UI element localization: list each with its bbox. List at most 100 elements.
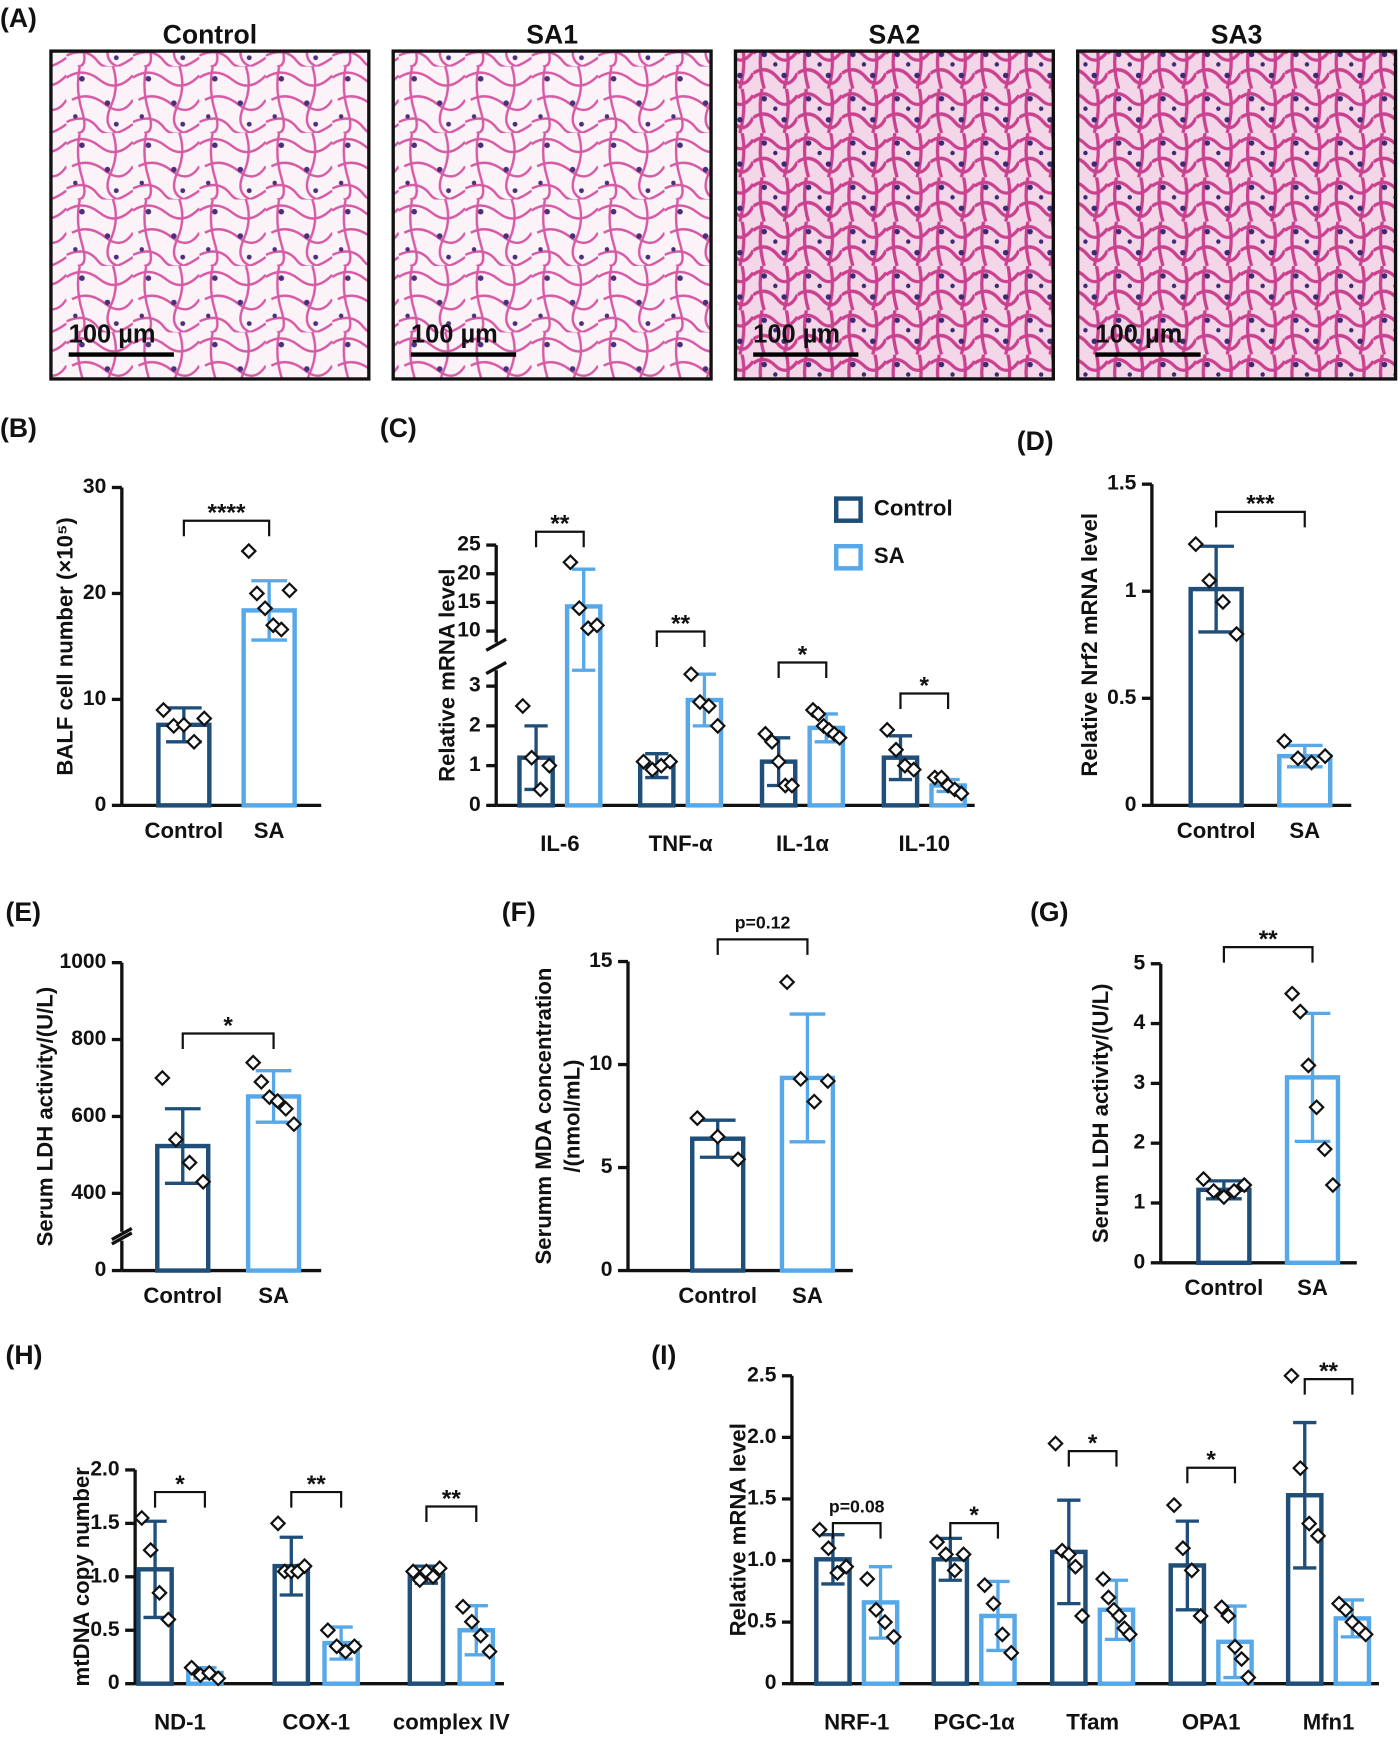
data-point: [1292, 1003, 1309, 1020]
data-point: [709, 1128, 726, 1145]
panel-label: (G): [1030, 897, 1068, 927]
data-point: [273, 621, 290, 638]
data-point: [1289, 750, 1307, 767]
y-tick-label: 2: [1134, 1131, 1146, 1154]
data-point: [1215, 1188, 1233, 1206]
data-point: [296, 1557, 313, 1575]
data-point: [729, 1151, 747, 1168]
data-point: [571, 599, 588, 617]
data-point: [867, 1601, 885, 1619]
significance-bracket: [153, 1490, 207, 1508]
data-point: [682, 666, 700, 683]
x-tick-label: SA: [258, 1283, 289, 1308]
data-point: [209, 1670, 227, 1687]
y-tick-label: 2.0: [747, 1425, 776, 1448]
data-point: [1205, 1182, 1222, 1200]
data-point: [1195, 1170, 1212, 1188]
data-point: [878, 721, 896, 739]
y-tick-label: 0: [1134, 1250, 1146, 1273]
x-tick-label: Control: [145, 818, 224, 843]
y-tick-label: 25: [457, 533, 481, 556]
panel-label: (F): [502, 897, 536, 927]
significance-bracket: [777, 661, 828, 678]
data-point: [281, 582, 298, 599]
data-point: [194, 1173, 212, 1191]
data-point: [256, 600, 274, 617]
significance-label: **: [307, 1471, 326, 1498]
data-point: [1060, 1546, 1078, 1563]
x-tick-label: COX-1: [282, 1709, 350, 1734]
y-tick-label: 10: [83, 687, 106, 710]
axis-break: [485, 637, 507, 652]
micrograph: [733, 49, 1055, 381]
y-tick-label: 1.0: [747, 1548, 776, 1571]
data-point: [196, 710, 213, 727]
data-point: [783, 777, 801, 794]
data-point: [1187, 535, 1204, 553]
data-point: [424, 1568, 442, 1586]
data-point: [806, 1093, 823, 1110]
data-point: [244, 1054, 262, 1071]
y-tick-label: 1000: [60, 950, 107, 973]
significance-bracket: [655, 630, 706, 647]
data-point: [709, 717, 726, 735]
data-point: [1240, 1669, 1257, 1686]
data-point: [160, 1611, 177, 1628]
data-point: [1192, 1607, 1209, 1625]
data-point: [1236, 1176, 1253, 1194]
data-point: [820, 1539, 837, 1557]
micrograph: [49, 49, 371, 381]
data-point: [1283, 985, 1301, 1002]
data-point: [319, 1622, 337, 1639]
data-point: [183, 1659, 200, 1676]
data-point: [1110, 1607, 1128, 1625]
data-point: [541, 757, 558, 774]
significance-label: **: [1259, 926, 1278, 953]
data-point: [1165, 1496, 1183, 1514]
data-point: [472, 1627, 489, 1644]
y-tick-label: 5: [1134, 951, 1146, 974]
error-bar: [888, 734, 913, 782]
data-point: [404, 1563, 422, 1580]
y-tick-label: 0: [469, 793, 481, 816]
y-axis-label: BALF cell number (×10⁵): [52, 517, 77, 775]
x-tick-label: Mfn1: [1303, 1709, 1355, 1734]
x-tick-label: SA: [792, 1283, 823, 1308]
data-point: [1324, 1176, 1342, 1194]
x-tick-label: complex IV: [393, 1709, 510, 1734]
data-point: [885, 1628, 903, 1646]
data-point: [155, 701, 172, 719]
y-tick-label: 2.5: [747, 1363, 777, 1386]
legend-swatch: [834, 496, 863, 523]
y-tick-label: 1.5: [90, 1511, 120, 1534]
significance-bracket: [1222, 946, 1314, 963]
data-point: [514, 697, 531, 715]
data-point: [928, 1533, 946, 1551]
data-point: [1047, 1435, 1064, 1452]
significance-label: *: [175, 1471, 185, 1498]
y-tick-label: 30: [83, 475, 106, 498]
y-tick-label: 20: [457, 561, 480, 584]
panel-title: Control: [163, 20, 257, 50]
data-point: [346, 1638, 363, 1655]
data-point: [1303, 754, 1320, 771]
y-tick-label: 0.5: [90, 1618, 120, 1641]
y-tick-label: 600: [71, 1104, 106, 1127]
data-point: [896, 757, 914, 774]
y-tick-label: 0: [765, 1671, 777, 1694]
data-point: [689, 1109, 706, 1127]
significance-label: *: [798, 641, 808, 668]
significance-label: *: [1206, 1447, 1216, 1474]
axis-break: [485, 661, 507, 676]
x-tick-label: ND-1: [154, 1709, 206, 1734]
significance-label: *: [223, 1012, 233, 1039]
data-point: [277, 1100, 295, 1117]
significance-bracket: [182, 519, 271, 537]
data-point: [240, 542, 257, 560]
data-point: [831, 729, 848, 747]
data-point: [253, 1073, 270, 1091]
significance-label: ****: [208, 500, 246, 527]
y-axis-label: Serumm MDA concentration: [531, 968, 556, 1265]
y-tick-label: 400: [71, 1181, 106, 1204]
data-point: [985, 1595, 1002, 1612]
